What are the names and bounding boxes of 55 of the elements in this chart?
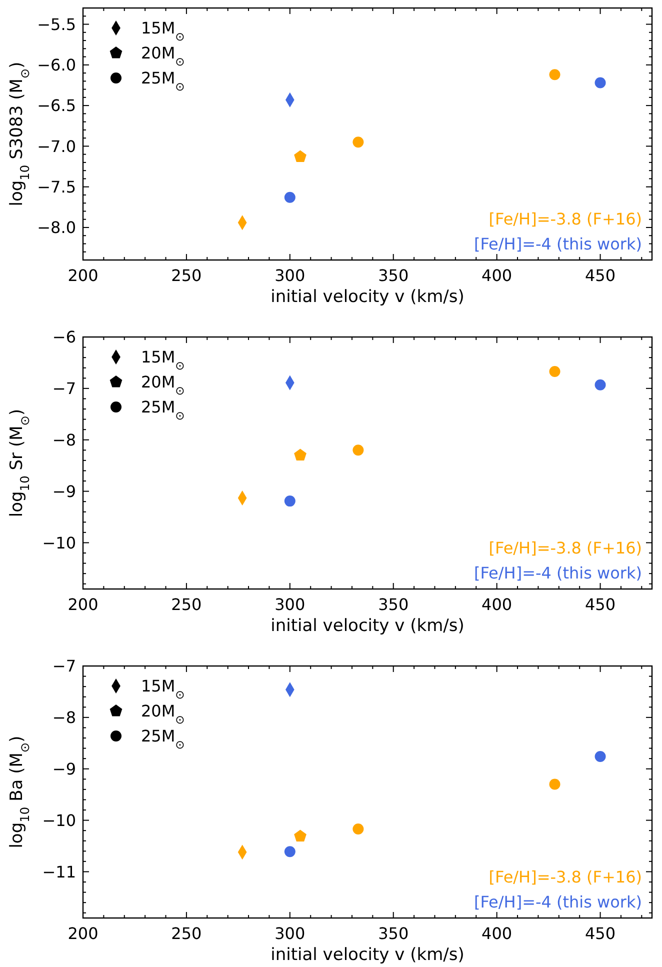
y-tick-label: −6.0: [37, 56, 76, 75]
x-tick-label: 200: [68, 266, 98, 285]
y-tick-label: −5.5: [37, 14, 76, 34]
y-tick-label: −10: [42, 533, 76, 552]
y-tick-label: −10: [42, 810, 76, 830]
x-tick-label: 300: [274, 924, 306, 943]
annotation: 25M$_{⊙}$: [141, 68, 185, 94]
x-axis-title: initial velocity v (km/s): [270, 945, 464, 965]
y-tick-label: −9: [52, 759, 76, 778]
point: [294, 448, 306, 461]
annotation: [Fe/H]=-3.8 (F+16): [488, 210, 642, 229]
y-tick-label: −11: [42, 862, 76, 882]
x-tick-label: 250: [171, 924, 202, 943]
x-axis-title: initial velocity v (km/s): [270, 616, 464, 636]
point: [294, 150, 306, 162]
x-tick-label: 350: [378, 266, 409, 285]
annotation: 20M$_{⊙}$: [141, 702, 185, 727]
x-tick-label: 400: [482, 924, 512, 943]
annotation: [Fe/H]=-3.8 (F+16): [488, 868, 642, 887]
x-tick-label: 250: [171, 266, 202, 285]
y-tick-label: −7: [52, 379, 76, 398]
x-tick-label: 300: [274, 595, 306, 614]
y-tick-label: −7.0: [37, 136, 76, 156]
x-tick-label: 200: [68, 595, 98, 614]
annotation: 20M$_{⊙}$: [141, 372, 185, 398]
y-tick-label: −6: [52, 328, 76, 347]
x-tick-label: 450: [585, 924, 616, 943]
annotation: 25M$_{⊙}$: [141, 726, 185, 752]
annotation: 25M$_{⊙}$: [141, 398, 185, 423]
x-tick-label: 450: [585, 595, 616, 614]
x-axis-title: initial velocity v (km/s): [270, 287, 464, 307]
y-tick-label: −8: [52, 708, 76, 728]
x-tick-label: 250: [171, 595, 202, 614]
annotation: 15M$_{⊙}$: [141, 18, 185, 44]
y-tick-label: −6.5: [37, 96, 76, 116]
annotation: 15M$_{⊙}$: [141, 676, 185, 702]
x-tick-label: 400: [482, 595, 512, 614]
annotation: [Fe/H]=-3.8 (F+16): [488, 538, 642, 558]
annotation: 15M$_{⊙}$: [141, 348, 185, 373]
x-tick-label: 200: [68, 924, 98, 943]
y-tick-label: −7.5: [37, 177, 76, 196]
annotation: [Fe/H]=-4 (this work): [474, 234, 642, 254]
annotation: [Fe/H]=-4 (this work): [474, 892, 642, 912]
y-tick-label: −7: [52, 656, 76, 676]
y-tick-label: −8.0: [37, 218, 76, 238]
y-tick-label: −8: [52, 430, 76, 450]
x-tick-label: 300: [274, 266, 306, 285]
x-tick-label: 400: [482, 266, 512, 285]
y-tick-label: −9: [52, 482, 76, 501]
point: [294, 830, 306, 842]
x-tick-label: 350: [378, 924, 409, 943]
annotation: 20M$_{⊙}$: [141, 44, 185, 69]
annotation: [Fe/H]=-4 (this work): [474, 564, 642, 583]
x-tick-label: 450: [585, 266, 616, 285]
x-tick-label: 350: [378, 595, 409, 614]
